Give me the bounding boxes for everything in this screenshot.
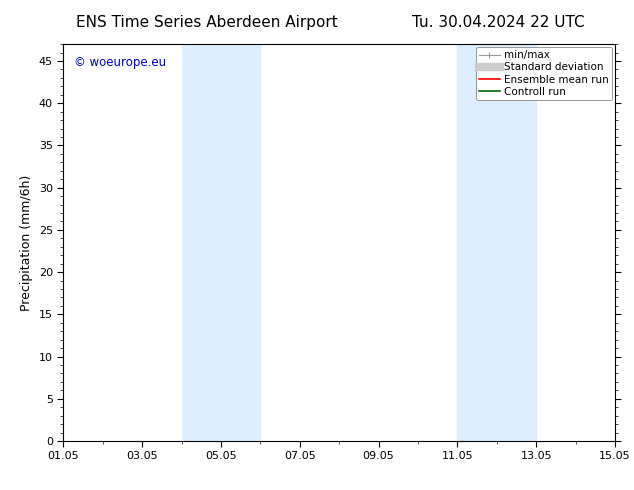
Bar: [457, 44, 536, 441]
Y-axis label: Precipitation (mm/6h): Precipitation (mm/6h): [20, 174, 34, 311]
Legend: min/max, Standard deviation, Ensemble mean run, Controll run: min/max, Standard deviation, Ensemble me…: [476, 47, 612, 100]
Text: Tu. 30.04.2024 22 UTC: Tu. 30.04.2024 22 UTC: [412, 15, 585, 30]
Bar: [181, 44, 261, 441]
Text: © woeurope.eu: © woeurope.eu: [74, 56, 167, 69]
Text: ENS Time Series Aberdeen Airport: ENS Time Series Aberdeen Airport: [76, 15, 338, 30]
